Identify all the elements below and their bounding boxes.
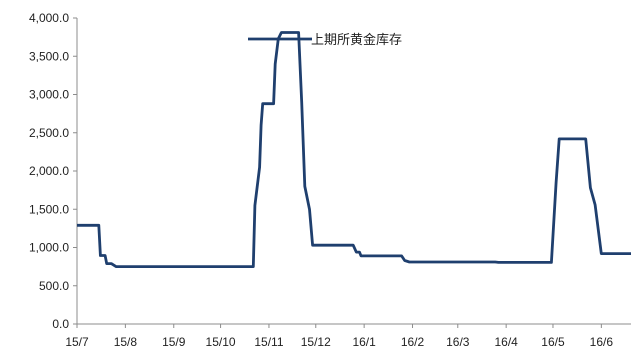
- x-tick-label: 15/10: [206, 335, 236, 349]
- y-tick-label: 500.0: [39, 279, 69, 293]
- x-tick-label: 15/8: [114, 335, 138, 349]
- legend: 上期所黄金库存: [248, 32, 402, 48]
- y-axis: 0.0 500.0 1,000.0 1,500.0 2,000.0 2,500.0 3,00…: [29, 11, 78, 331]
- x-tick-label: 16/5: [541, 335, 565, 349]
- x-tick-label: 16/6: [590, 335, 614, 349]
- x-tick-label: 15/11: [254, 335, 283, 349]
- x-tick-label: 16/2: [401, 335, 425, 349]
- y-tick-label: 2,500.0: [29, 126, 69, 140]
- series-layer: [77, 31, 631, 268]
- y-tick-label: 3,000.0: [29, 88, 69, 102]
- y-tick-label: 0.0: [52, 317, 69, 331]
- y-tick-label: 2,000.0: [29, 164, 69, 178]
- y-tick-label: 1,000.0: [29, 241, 69, 255]
- series-line: [77, 31, 631, 268]
- x-tick-label: 16/4: [494, 335, 518, 349]
- y-tick-label: 1,500.0: [29, 202, 69, 216]
- legend-label: 上期所黄金库存: [311, 32, 402, 48]
- x-tick-label: 15/12: [301, 335, 331, 349]
- y-tick-label: 3,500.0: [29, 49, 69, 63]
- y-tick-label: 4,000.0: [29, 11, 69, 25]
- x-tick-label: 16/1: [352, 335, 376, 349]
- x-axis: 15/7 15/8 15/9 15/10 15/11 15/12 16/1 16/2 16/3 1…: [65, 323, 631, 349]
- x-tick-label: 15/9: [162, 335, 186, 349]
- x-tick-label: 15/7: [65, 335, 89, 349]
- x-tick-label: 16/3: [446, 335, 470, 349]
